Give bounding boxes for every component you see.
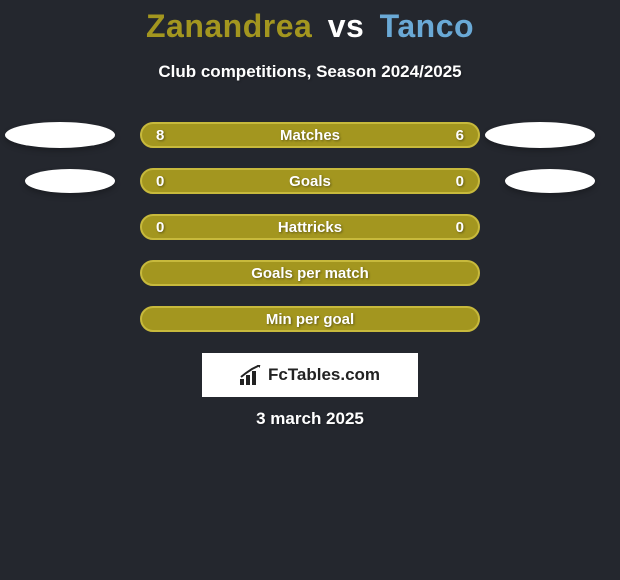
stat-row: 0 Hattricks 0 xyxy=(0,214,620,240)
attribution: FcTables.com xyxy=(202,353,418,397)
stat-value-left: 8 xyxy=(156,127,164,144)
stat-row: Min per goal xyxy=(0,306,620,332)
title-player2: Tanco xyxy=(380,8,474,44)
title-player1: Zanandrea xyxy=(146,8,312,44)
stat-value-right: 6 xyxy=(456,127,464,144)
stat-label: Min per goal xyxy=(266,311,354,328)
stat-value-right: 0 xyxy=(456,219,464,236)
player2-marker xyxy=(485,122,595,148)
chart-icon xyxy=(240,365,262,385)
player1-marker xyxy=(5,122,115,148)
title-vs: vs xyxy=(328,8,365,44)
stat-bars: 8 Matches 6 0 Goals 0 0 Hattricks 0 Goals per mat… xyxy=(0,122,620,332)
stat-bar: 0 Hattricks 0 xyxy=(140,214,480,240)
stat-bar: Min per goal xyxy=(140,306,480,332)
stat-value-left: 0 xyxy=(156,219,164,236)
date: 3 march 2025 xyxy=(0,409,620,429)
stat-value-left: 0 xyxy=(156,173,164,190)
stat-bar: 0 Goals 0 xyxy=(140,168,480,194)
stat-bar: Goals per match xyxy=(140,260,480,286)
stat-label: Goals xyxy=(289,173,331,190)
stat-label: Hattricks xyxy=(278,219,342,236)
player1-marker xyxy=(25,169,115,193)
stat-label: Goals per match xyxy=(251,265,369,282)
attribution-text: FcTables.com xyxy=(268,365,380,385)
stat-value-right: 0 xyxy=(456,173,464,190)
comparison-card: Zanandrea vs Tanco Club competitions, Se… xyxy=(0,0,620,580)
stat-bar: 8 Matches 6 xyxy=(140,122,480,148)
stat-label: Matches xyxy=(280,127,340,144)
stat-row: Goals per match xyxy=(0,260,620,286)
player2-marker xyxy=(505,169,595,193)
subtitle: Club competitions, Season 2024/2025 xyxy=(0,62,620,82)
title: Zanandrea vs Tanco xyxy=(0,8,620,45)
